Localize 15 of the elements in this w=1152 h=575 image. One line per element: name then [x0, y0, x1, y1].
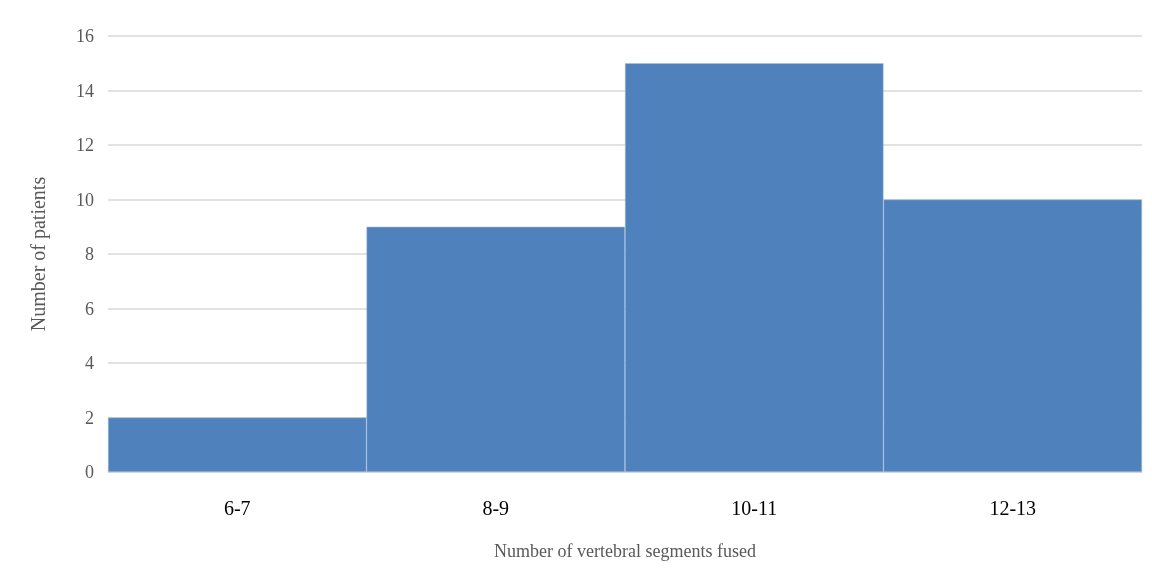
y-tick-label: 0 [85, 462, 94, 482]
x-tick-label: 12-13 [989, 497, 1037, 519]
y-tick-label: 6 [85, 298, 94, 319]
y-tick-label: 8 [85, 244, 94, 264]
x-axis-title: Number of vertebral segments fused [494, 541, 756, 561]
x-tick-label: 8-9 [482, 497, 510, 519]
y-tick-label: 2 [85, 407, 94, 428]
y-axis-title: Number of patients [27, 176, 50, 332]
y-tick-label: 14 [76, 80, 94, 101]
y-tick-label: 16 [76, 26, 94, 46]
y-tick-label: 10 [76, 189, 94, 210]
x-tick-label: 10-11 [731, 497, 778, 519]
x-tick-label: 6-7 [223, 497, 251, 519]
y-tick-label: 12 [76, 135, 94, 155]
y-tick-label: 4 [85, 353, 94, 373]
